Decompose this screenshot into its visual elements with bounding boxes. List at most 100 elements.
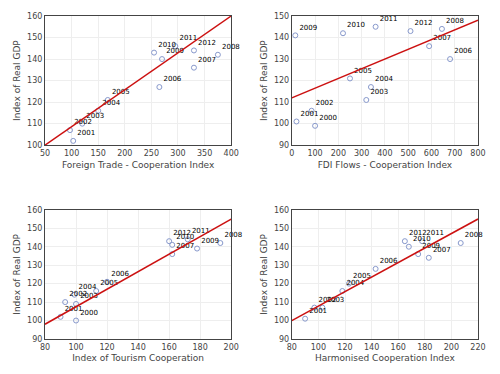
svg-text:90: 90 xyxy=(279,141,289,150)
svg-text:2006: 2006 xyxy=(111,270,129,278)
svg-text:110: 110 xyxy=(27,119,42,128)
svg-text:100: 100 xyxy=(274,119,289,128)
svg-text:2002: 2002 xyxy=(69,290,87,298)
svg-text:80: 80 xyxy=(40,343,50,352)
svg-text:2004: 2004 xyxy=(346,279,364,287)
svg-text:100: 100 xyxy=(68,343,83,352)
svg-text:2001: 2001 xyxy=(65,305,83,313)
svg-text:2008: 2008 xyxy=(465,231,483,239)
svg-text:100: 100 xyxy=(311,343,326,352)
svg-text:200: 200 xyxy=(117,149,132,158)
svg-text:2010: 2010 xyxy=(158,41,176,49)
svg-text:2007: 2007 xyxy=(433,246,451,254)
svg-text:600: 600 xyxy=(424,149,439,158)
svg-text:2006: 2006 xyxy=(454,47,472,55)
svg-text:100: 100 xyxy=(27,316,42,325)
svg-text:200: 200 xyxy=(331,149,346,158)
svg-text:130: 130 xyxy=(274,261,289,270)
svg-text:150: 150 xyxy=(274,224,289,233)
svg-text:500: 500 xyxy=(401,149,416,158)
svg-text:110: 110 xyxy=(27,298,42,307)
svg-text:2011: 2011 xyxy=(179,34,197,42)
svg-text:140: 140 xyxy=(130,343,145,352)
svg-text:140: 140 xyxy=(27,55,42,64)
svg-text:2004: 2004 xyxy=(79,283,97,291)
svg-text:200: 200 xyxy=(444,343,459,352)
svg-text:2010: 2010 xyxy=(347,21,365,29)
svg-text:Index of Tourism Cooperation: Index of Tourism Cooperation xyxy=(72,353,204,363)
svg-text:Index of Real GDP: Index of Real GDP xyxy=(259,233,269,314)
svg-text:2002: 2002 xyxy=(319,296,337,304)
svg-text:150: 150 xyxy=(27,224,42,233)
svg-text:100: 100 xyxy=(27,141,42,150)
svg-text:2001: 2001 xyxy=(301,110,319,118)
svg-text:220: 220 xyxy=(470,343,485,352)
svg-text:100: 100 xyxy=(274,316,289,325)
svg-text:2003: 2003 xyxy=(327,296,345,304)
svg-text:2012: 2012 xyxy=(198,39,216,47)
svg-text:180: 180 xyxy=(417,343,432,352)
svg-text:2012: 2012 xyxy=(415,19,433,27)
svg-text:400: 400 xyxy=(224,149,239,158)
svg-text:FDI Flows - Cooperation Index: FDI Flows - Cooperation Index xyxy=(318,160,453,170)
svg-text:2010: 2010 xyxy=(413,235,431,243)
svg-text:Index of Real GDP: Index of Real GDP xyxy=(12,40,22,121)
svg-text:350: 350 xyxy=(197,149,212,158)
svg-text:120: 120 xyxy=(99,343,114,352)
svg-text:2012: 2012 xyxy=(409,229,427,237)
svg-text:Index of Real GDP: Index of Real GDP xyxy=(12,233,22,314)
svg-text:130: 130 xyxy=(274,55,289,64)
svg-text:2011: 2011 xyxy=(192,227,210,235)
svg-text:800: 800 xyxy=(470,149,485,158)
svg-text:2006: 2006 xyxy=(380,257,398,265)
svg-text:2000: 2000 xyxy=(80,309,98,317)
svg-text:140: 140 xyxy=(364,343,379,352)
svg-text:Foreign Trade - Cooperation In: Foreign Trade - Cooperation Index xyxy=(62,160,215,170)
svg-text:110: 110 xyxy=(274,98,289,107)
svg-text:Harmonised Cooperation Index: Harmonised Cooperation Index xyxy=(315,353,455,363)
svg-text:80: 80 xyxy=(287,343,297,352)
svg-text:2001: 2001 xyxy=(77,129,95,137)
svg-text:2011: 2011 xyxy=(426,229,444,237)
svg-text:2009: 2009 xyxy=(299,24,317,32)
svg-text:2009: 2009 xyxy=(166,47,184,55)
svg-text:2009: 2009 xyxy=(201,237,219,245)
svg-text:2012: 2012 xyxy=(173,229,191,237)
svg-text:700: 700 xyxy=(447,149,462,158)
svg-text:150: 150 xyxy=(274,12,289,21)
svg-text:100: 100 xyxy=(64,149,79,158)
svg-text:100: 100 xyxy=(307,149,322,158)
svg-text:2004: 2004 xyxy=(102,99,120,107)
svg-text:2003: 2003 xyxy=(80,292,98,300)
svg-text:2005: 2005 xyxy=(353,272,371,280)
svg-text:2003: 2003 xyxy=(370,88,388,96)
svg-text:2002: 2002 xyxy=(316,99,334,107)
svg-text:120: 120 xyxy=(27,98,42,107)
svg-text:2008: 2008 xyxy=(224,231,242,239)
svg-text:0: 0 xyxy=(289,149,294,158)
svg-text:50: 50 xyxy=(40,149,50,158)
svg-text:150: 150 xyxy=(27,33,42,42)
svg-text:400: 400 xyxy=(377,149,392,158)
svg-text:120: 120 xyxy=(274,76,289,85)
svg-text:300: 300 xyxy=(170,149,185,158)
svg-text:2002: 2002 xyxy=(74,118,92,126)
svg-text:2005: 2005 xyxy=(354,67,372,75)
svg-text:2007: 2007 xyxy=(198,56,216,64)
svg-text:160: 160 xyxy=(27,12,42,21)
svg-text:160: 160 xyxy=(274,206,289,215)
svg-text:90: 90 xyxy=(32,335,42,344)
svg-text:200: 200 xyxy=(224,343,239,352)
svg-text:2007: 2007 xyxy=(433,34,451,42)
svg-text:140: 140 xyxy=(274,243,289,252)
svg-text:140: 140 xyxy=(27,243,42,252)
svg-text:120: 120 xyxy=(337,343,352,352)
svg-text:2000: 2000 xyxy=(319,114,337,122)
svg-text:110: 110 xyxy=(274,298,289,307)
svg-text:130: 130 xyxy=(27,76,42,85)
svg-text:2008: 2008 xyxy=(222,43,240,51)
svg-text:90: 90 xyxy=(279,335,289,344)
svg-text:160: 160 xyxy=(27,206,42,215)
svg-text:160: 160 xyxy=(161,343,176,352)
svg-text:150: 150 xyxy=(91,149,106,158)
